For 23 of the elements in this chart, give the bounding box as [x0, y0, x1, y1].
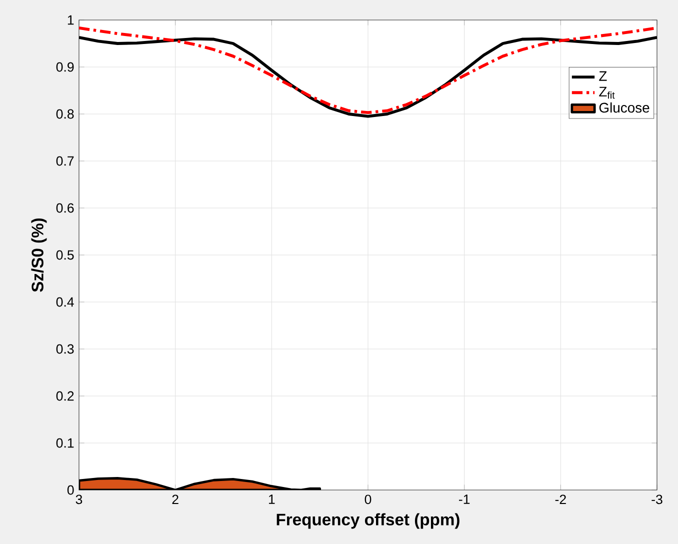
y-tick-label: 0.5: [56, 250, 74, 260]
y-tick-label: 0.2: [56, 391, 74, 401]
x-tick-label: 0: [364, 494, 372, 504]
y-tick-label: 0: [67, 485, 74, 495]
legend-label: Z: [599, 71, 607, 81]
y-tick-label: 0.3: [56, 344, 74, 354]
x-tick-label: -2: [555, 494, 566, 504]
x-axis-title: Frequency offset (ppm): [276, 513, 460, 529]
y-tick-label: 0.1: [56, 438, 74, 448]
x-tick-label: 1: [268, 494, 275, 504]
y-tick-label: 0.7: [56, 156, 74, 166]
x-tick-label: 2: [172, 494, 178, 504]
y-tick-label: 0.6: [56, 203, 74, 213]
x-tick-label: -1: [459, 494, 470, 504]
x-tick-label: -3: [652, 494, 662, 504]
y-tick-label: 0.9: [56, 62, 74, 72]
legend-label: Z$_{fit}$: [599, 86, 615, 99]
y-tick-label: 0.8: [56, 109, 74, 119]
y-tick-label: 0.4: [56, 297, 74, 307]
y-axis-title: Sz/S0 (%): [31, 218, 47, 292]
legend-label: Glucose: [599, 102, 650, 113]
x-tick-label: 3: [76, 494, 82, 504]
y-tick-label: 1: [68, 15, 74, 25]
